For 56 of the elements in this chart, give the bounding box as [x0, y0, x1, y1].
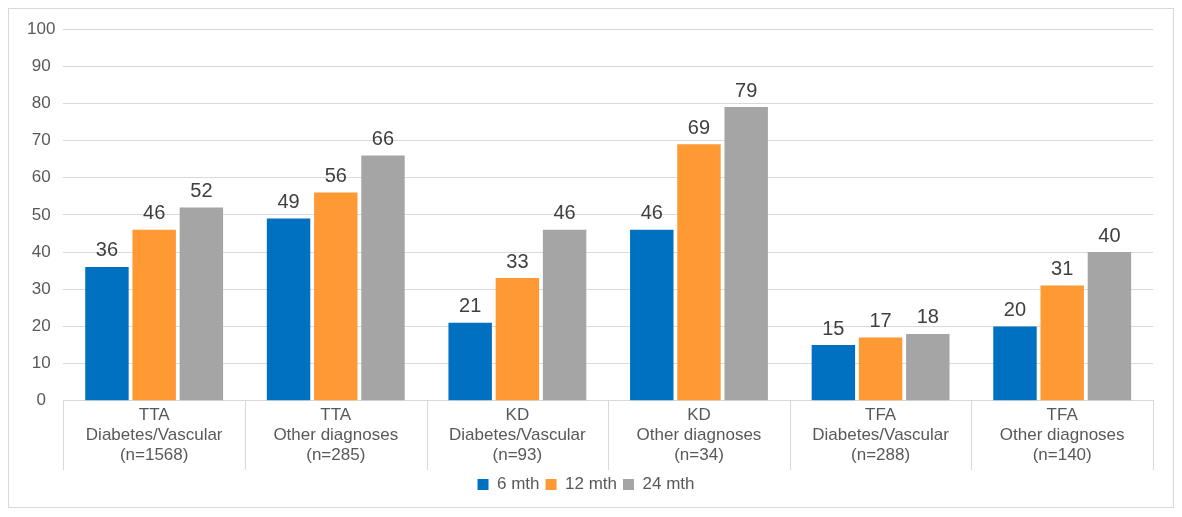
data-label: 66: [371, 126, 395, 149]
x-tick-label: TTA Other diagnoses (n=285): [273, 404, 399, 465]
data-label: 79: [735, 78, 758, 101]
y-tick-label: 90: [31, 55, 51, 75]
legend-label: 24 mth: [642, 474, 695, 494]
bar: [314, 192, 358, 401]
y-tick-label: 10: [31, 353, 51, 373]
y-tick-label: 0: [36, 390, 46, 410]
data-label: 69: [687, 115, 711, 138]
bar: [85, 266, 129, 401]
x-tick-label: TFA Diabetes/Vascular (n=288): [812, 404, 950, 465]
data-label: 52: [190, 178, 213, 201]
bar: [448, 322, 492, 401]
bar: [906, 333, 950, 401]
x-tick-label: TFA Other diagnoses (n=140): [999, 404, 1125, 465]
y-tick-label: 50: [31, 204, 51, 224]
bar: [132, 229, 176, 401]
y-tick-label: 60: [31, 167, 51, 187]
data-label: 56: [324, 164, 347, 187]
bar: [993, 326, 1037, 401]
y-tick-label: 70: [31, 130, 51, 150]
bar: [1087, 252, 1132, 401]
bar: [630, 229, 674, 401]
y-tick-label: 100: [26, 18, 56, 38]
bar: [495, 278, 540, 401]
data-label: 18: [916, 305, 939, 328]
bar: [542, 229, 587, 401]
bar: [361, 155, 405, 401]
data-label: 33: [506, 249, 529, 272]
data-label: 49: [277, 190, 300, 213]
data-label: 20: [1003, 297, 1027, 320]
x-tick-label: KD Other diagnoses (n=34): [636, 404, 762, 465]
data-label: 15: [822, 316, 845, 339]
data-label: 36: [95, 238, 119, 261]
data-label: 17: [869, 309, 892, 332]
data-label: 46: [553, 201, 576, 224]
bar: [1040, 285, 1084, 401]
data-label: 21: [459, 294, 482, 317]
bar: [811, 345, 856, 401]
data-label: 31: [1051, 257, 1074, 280]
y-tick-label: 30: [31, 278, 51, 298]
legend-label: 12 mth: [565, 474, 618, 494]
bar: [677, 144, 721, 401]
y-tick-label: 80: [31, 93, 51, 113]
bar: [179, 207, 224, 401]
y-tick-label: 40: [31, 241, 51, 261]
data-label: 46: [640, 201, 663, 224]
legend-label: 6 mth: [497, 474, 540, 494]
x-tick-label: KD Diabetes/Vascular (n=93): [449, 404, 587, 465]
bar: [724, 107, 768, 401]
bar: [858, 337, 903, 401]
bar: [266, 218, 311, 401]
data-label: 46: [143, 201, 166, 224]
data-label: 40: [1098, 223, 1121, 246]
x-tick-label: TTA Diabetes/Vascular (n=1568): [85, 404, 223, 465]
y-tick-label: 20: [31, 316, 51, 336]
